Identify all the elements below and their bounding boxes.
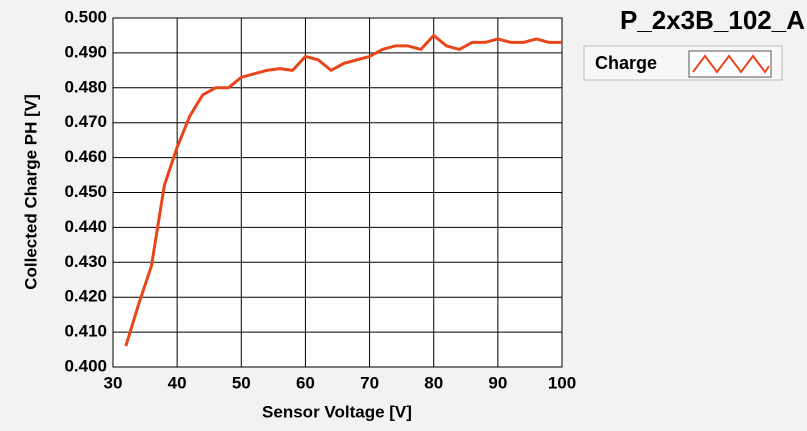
legend-label: Charge [595, 53, 657, 73]
y-axis-label: Collected Charge PH [V] [21, 94, 40, 290]
y-tick-label: 0.470 [64, 112, 107, 131]
x-tick-label: 50 [232, 373, 251, 392]
y-tick-label: 0.500 [64, 7, 107, 26]
y-tick-label: 0.440 [64, 217, 107, 236]
y-tick-label: 0.410 [64, 322, 107, 341]
y-tick-label: 0.400 [64, 356, 107, 375]
x-tick-label: 90 [488, 373, 507, 392]
legend-swatch [688, 50, 772, 78]
chart-title: P_2x3B_102_A [620, 5, 805, 35]
x-tick-label: 40 [168, 373, 187, 392]
y-tick-label: 0.430 [64, 252, 107, 271]
x-tick-label: 80 [424, 373, 443, 392]
data-line [124, 33, 562, 347]
y-tick-label: 0.420 [64, 287, 107, 306]
x-tick-label: 100 [548, 373, 576, 392]
legend-line [692, 54, 770, 74]
y-tick-label: 0.490 [64, 42, 107, 61]
legend: Charge [583, 45, 783, 81]
y-tick-label: 0.460 [64, 147, 107, 166]
x-tick-label: 60 [296, 373, 315, 392]
x-tick-label: 30 [104, 373, 123, 392]
x-tick-label: 70 [360, 373, 379, 392]
y-tick-label: 0.480 [64, 77, 107, 96]
x-axis-label: Sensor Voltage [V] [262, 402, 412, 421]
y-tick-label: 0.450 [64, 182, 107, 201]
